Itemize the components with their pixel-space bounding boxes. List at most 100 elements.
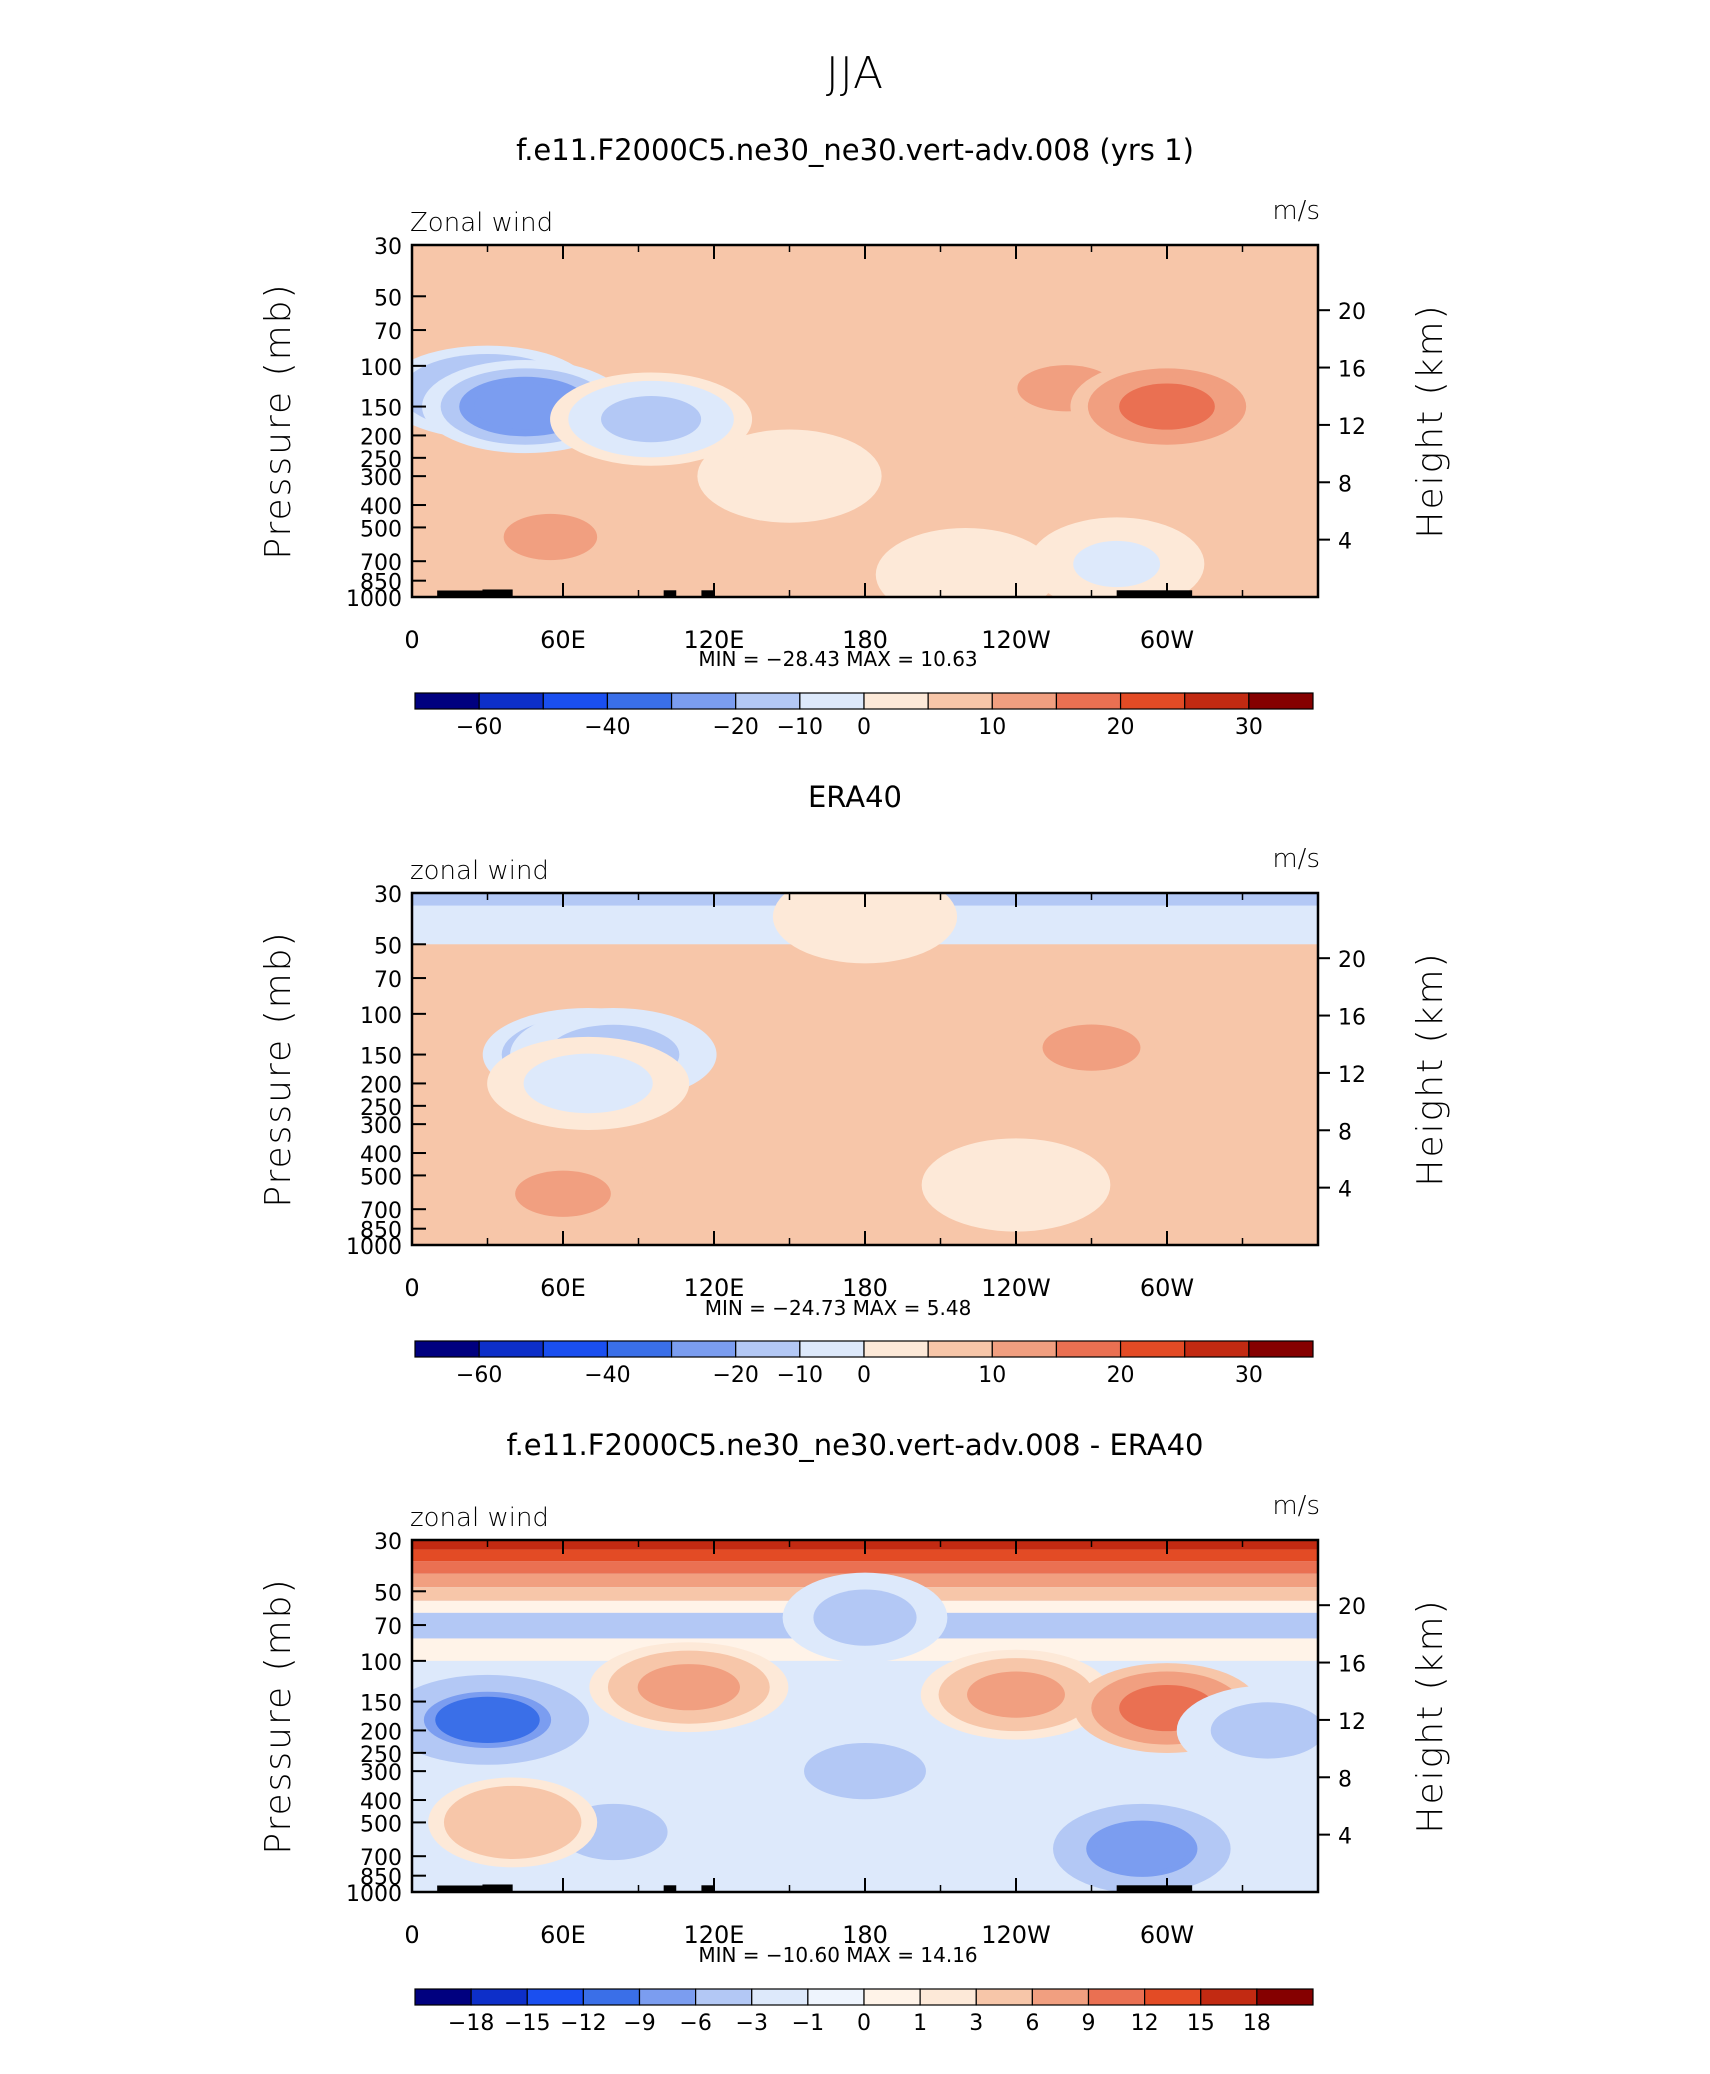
y2-tick-label: 12 bbox=[1338, 415, 1366, 440]
colorbar-swatch bbox=[927, 1340, 993, 1358]
colorbar-label: −20 bbox=[712, 1363, 758, 1388]
colorbar-swatch bbox=[695, 1988, 753, 2006]
panel-3: f.e11.F2000C5.ne30_ne30.vert-adv.008 - E… bbox=[258, 1428, 1451, 2036]
colorbar-label: 3 bbox=[969, 2011, 983, 2036]
colorbar-label: −15 bbox=[504, 2011, 550, 2036]
y-tick-label: 500 bbox=[360, 1812, 402, 1837]
contour-blob bbox=[515, 1170, 611, 1217]
colorbar-label: −10 bbox=[777, 715, 823, 740]
colorbar-swatch bbox=[751, 1988, 809, 2006]
colorbar-swatch bbox=[863, 1340, 929, 1358]
y-tick-label: 1000 bbox=[346, 1882, 402, 1907]
y-tick-label: 250 bbox=[360, 448, 402, 473]
y-tick-label: 30 bbox=[374, 883, 402, 908]
y2-tick-label: 16 bbox=[1338, 358, 1366, 383]
y-tick-label: 850 bbox=[360, 1866, 402, 1891]
contour-blob bbox=[814, 1748, 916, 1795]
colorbar-label: −18 bbox=[448, 2011, 494, 2036]
y2-tick-label: 20 bbox=[1338, 948, 1366, 973]
colorbar-swatch bbox=[1055, 1340, 1122, 1358]
contour-blob bbox=[1073, 540, 1161, 588]
colorbar-swatch bbox=[1256, 1988, 1314, 2006]
y-tick-label: 70 bbox=[374, 968, 402, 993]
y2-tick-label: 4 bbox=[1338, 1825, 1352, 1850]
y2-tick-label: 8 bbox=[1338, 1120, 1352, 1145]
y-tick-label: 50 bbox=[374, 286, 402, 311]
y-tick-label: 150 bbox=[360, 1045, 402, 1070]
colorbar-swatch bbox=[1144, 1988, 1202, 2006]
x-tick-label: 180 bbox=[842, 626, 888, 654]
x-tick-label: 60E bbox=[540, 626, 586, 654]
colorbar-swatch bbox=[414, 692, 480, 710]
y-tick-label: 50 bbox=[374, 1581, 402, 1606]
variable-label: zonal wind bbox=[410, 1503, 549, 1533]
topography bbox=[437, 1885, 488, 1892]
colorbar-swatch bbox=[991, 692, 1058, 710]
colorbar-label: −6 bbox=[679, 2011, 711, 2036]
y2-tick-label: 12 bbox=[1338, 1063, 1366, 1088]
colorbar: −60 −40 −20 −10 0 10 20 30 bbox=[414, 692, 1314, 740]
colorbar-swatch bbox=[1087, 1988, 1146, 2006]
contour-blob bbox=[469, 1799, 557, 1846]
colorbar-swatch bbox=[414, 1988, 472, 2006]
colorbar-swatch bbox=[414, 1340, 480, 1358]
y-axis-label: Pressure (mb) bbox=[258, 1577, 299, 1854]
contour-blob bbox=[967, 1671, 1065, 1718]
y-tick-label: 500 bbox=[360, 517, 402, 542]
y-tick-label: 700 bbox=[360, 551, 402, 576]
y2-axis-label: Height (km) bbox=[1410, 951, 1451, 1186]
y-tick-label: 1000 bbox=[346, 587, 402, 612]
colorbar-swatch bbox=[1031, 1988, 1090, 2006]
y-tick-label: 100 bbox=[360, 1004, 402, 1029]
colorbar-swatch bbox=[670, 1340, 737, 1358]
colorbar-swatch bbox=[1119, 692, 1186, 710]
x-tick-label: 60W bbox=[1140, 626, 1194, 654]
colorbar-label: 12 bbox=[1131, 2011, 1159, 2036]
colorbar-swatch bbox=[1184, 1340, 1250, 1358]
y-tick-label: 400 bbox=[360, 1143, 402, 1168]
panel-2: ERA40 zonal wind m/s 0 60E 120E 180 120W 60W 30 50… bbox=[258, 780, 1451, 1388]
contour-field bbox=[412, 893, 1318, 1245]
topography bbox=[701, 590, 714, 597]
colorbar-label: 30 bbox=[1235, 1363, 1263, 1388]
colorbar-swatch bbox=[799, 692, 865, 710]
contour-blob bbox=[601, 396, 702, 443]
colorbar-swatch bbox=[863, 692, 929, 710]
diff-band bbox=[412, 1561, 1318, 1574]
x-tick-label: 120E bbox=[684, 626, 745, 654]
topography bbox=[663, 590, 677, 597]
contour-field bbox=[412, 1540, 1318, 1892]
x-tick-label: 60W bbox=[1140, 1274, 1194, 1302]
panel-1: f.e11.F2000C5.ne30_ne30.vert-adv.008 (yr… bbox=[258, 133, 1451, 740]
y-tick-label: 500 bbox=[360, 1165, 402, 1190]
colorbar-swatch bbox=[1200, 1988, 1258, 2006]
units-label: m/s bbox=[1272, 196, 1320, 226]
y-tick-label: 200 bbox=[360, 425, 402, 450]
y-tick-label: 70 bbox=[374, 1615, 402, 1640]
colorbar-swatch bbox=[542, 692, 609, 710]
colorbar-swatch bbox=[478, 692, 544, 710]
colorbar-swatch bbox=[735, 692, 801, 710]
colorbar-swatch bbox=[975, 1988, 1033, 2006]
y-axis-label: Pressure (mb) bbox=[258, 930, 299, 1207]
x-tick-label: 120W bbox=[981, 626, 1051, 654]
y-tick-label: 70 bbox=[374, 320, 402, 345]
contour-blob bbox=[435, 1696, 540, 1743]
contour-field bbox=[412, 245, 1318, 597]
y-tick-label: 150 bbox=[360, 1692, 402, 1717]
y-tick-label: 200 bbox=[360, 1073, 402, 1098]
colorbar-label: 0 bbox=[857, 715, 871, 740]
y2-tick-label: 4 bbox=[1338, 530, 1352, 555]
colorbar-label: 10 bbox=[978, 1363, 1006, 1388]
y-tick-label: 50 bbox=[374, 934, 402, 959]
y-tick-label: 300 bbox=[360, 1761, 402, 1786]
contour-blob bbox=[819, 893, 911, 940]
colorbar-swatch bbox=[1055, 692, 1122, 710]
y2-tick-label: 8 bbox=[1338, 472, 1352, 497]
figure-title: JJA bbox=[825, 48, 885, 99]
x-tick-label: 60E bbox=[540, 1274, 586, 1302]
x-tick-label: 180 bbox=[842, 1274, 888, 1302]
colorbar-label: 20 bbox=[1107, 1363, 1135, 1388]
x-tick-label: 0 bbox=[404, 626, 419, 654]
